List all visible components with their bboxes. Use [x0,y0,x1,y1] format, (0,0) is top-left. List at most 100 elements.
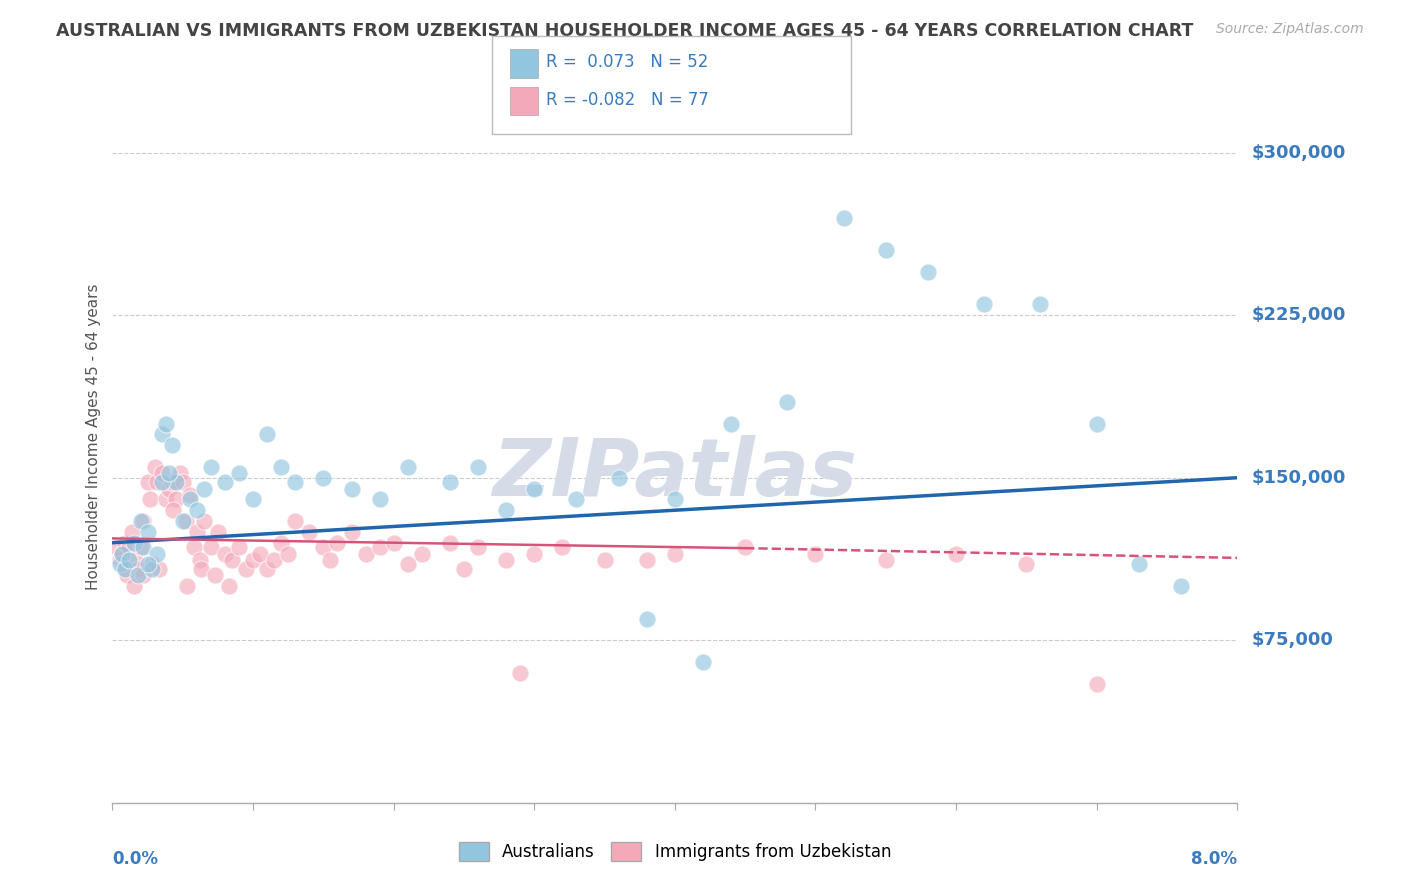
Point [221,553,243,567]
Text: AUSTRALIAN VS IMMIGRANTS FROM UZBEKISTAN HOUSEHOLDER INCOME AGES 45 - 64 YEARS C: AUSTRALIAN VS IMMIGRANTS FROM UZBEKISTAN… [56,22,1194,40]
Point [200,540,222,554]
Point [148,562,170,576]
Point [228,467,250,481]
Point [340,524,363,539]
Point [368,492,391,507]
Text: $150,000: $150,000 [1251,468,1346,487]
Point [157,467,180,481]
Point [115,568,138,582]
Point [114,562,136,576]
Point [720,417,742,431]
Point [875,243,897,257]
Point [204,568,226,582]
Point [312,540,335,554]
Point [118,553,141,567]
Point [146,475,169,489]
Point [162,503,184,517]
Point [127,568,149,582]
Text: ZIPatlas: ZIPatlas [492,434,858,513]
Point [396,459,419,474]
Point [242,492,264,507]
Point [136,558,159,572]
Point [179,488,201,502]
Point [193,482,215,496]
Point [160,475,183,489]
Point [200,459,222,474]
Point [169,467,191,481]
Point [150,427,173,442]
Point [945,547,967,561]
Point [664,492,686,507]
Point [114,535,136,549]
Point [174,514,197,528]
Point [565,492,588,507]
Point [523,482,546,496]
Point [776,395,799,409]
Point [664,547,686,561]
Point [1029,297,1052,311]
Point [112,562,135,576]
Point [692,655,714,669]
Text: $75,000: $75,000 [1251,632,1333,649]
Point [124,553,146,567]
Point [256,427,278,442]
Point [1015,558,1038,572]
Point [523,547,546,561]
Point [382,535,405,549]
Point [270,459,292,474]
Point [467,540,489,554]
Point [150,467,173,481]
Point [832,211,855,225]
Point [122,535,145,549]
Point [127,562,149,576]
Point [495,503,517,517]
Point [129,514,152,528]
Point [340,482,363,496]
Point [354,547,377,561]
Point [256,562,278,576]
Point [108,558,131,572]
Point [368,540,391,554]
Point [165,492,187,507]
Text: R = -0.082   N = 77: R = -0.082 N = 77 [546,91,709,109]
Point [439,475,461,489]
Point [150,475,173,489]
Point [186,524,208,539]
Point [207,524,229,539]
Point [214,475,236,489]
Point [132,540,155,554]
Point [118,540,141,554]
Point [277,547,299,561]
Point [495,553,517,567]
Text: $225,000: $225,000 [1251,306,1346,324]
Point [188,553,211,567]
Point [218,579,240,593]
Point [734,540,756,554]
Point [139,492,162,507]
Text: R =  0.073   N = 52: R = 0.073 N = 52 [546,54,707,71]
Legend: Australians, Immigrants from Uzbekistan: Australians, Immigrants from Uzbekistan [451,835,898,868]
Text: 0.0%: 0.0% [112,850,159,868]
Point [146,547,169,561]
Point [1170,579,1192,593]
Point [121,524,143,539]
Point [111,547,134,561]
Point [214,547,236,561]
Point [160,438,183,452]
Point [136,524,159,539]
Point [509,665,531,680]
Point [804,547,827,561]
Point [228,540,250,554]
Point [973,297,995,311]
Point [467,459,489,474]
Point [155,492,177,507]
Point [270,535,292,549]
Point [155,417,177,431]
Point [176,579,198,593]
Point [439,535,461,549]
Point [235,562,257,576]
Point [108,553,131,567]
Point [263,553,285,567]
Point [319,553,342,567]
Point [143,459,166,474]
